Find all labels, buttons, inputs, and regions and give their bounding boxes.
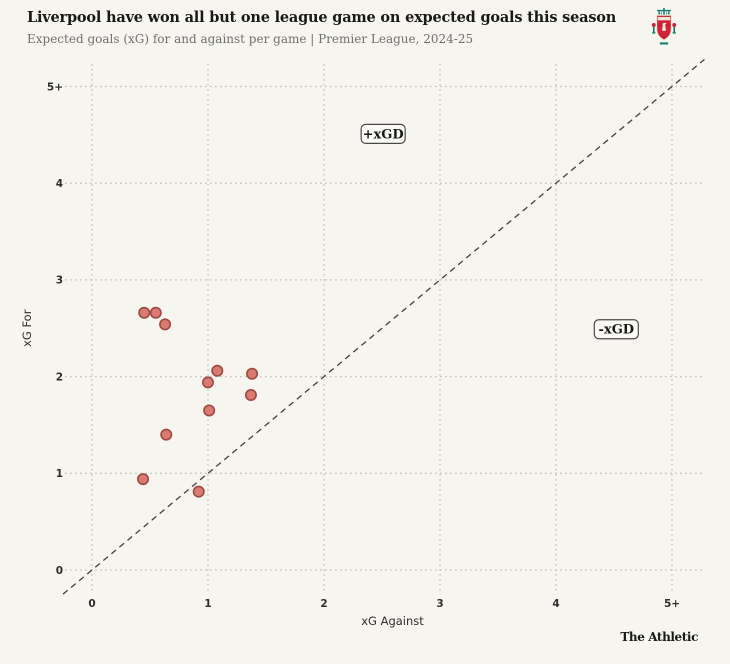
match-data-point: [160, 428, 173, 441]
x-tick-label: 5+: [664, 598, 680, 610]
x-tick-label: 2: [320, 598, 327, 610]
match-data-point: [149, 306, 162, 319]
match-data-point: [203, 404, 216, 417]
match-data-point: [202, 376, 215, 389]
y-tick-label: 1: [56, 468, 63, 480]
xgd-annotation-label: +xGD: [363, 127, 404, 142]
xgd-annotation-box: [593, 319, 639, 340]
x-tick-label: 3: [436, 598, 443, 610]
xgd-annotation-box: [360, 123, 406, 144]
match-data-point: [159, 318, 172, 331]
match-data-point: [211, 364, 224, 377]
chart-header: Liverpool have won all but one league ga…: [27, 9, 646, 46]
match-data-point: [246, 367, 259, 380]
chart-subtitle: Expected goals (xG) for and against per …: [27, 32, 474, 46]
y-tick-label: 4: [56, 178, 63, 190]
match-data-point: [192, 485, 205, 498]
match-data-point: [244, 388, 257, 401]
x-tick-label: 1: [204, 598, 211, 610]
liverpool-crest-icon: [651, 7, 677, 47]
xgd-annotation-label: -xGD: [599, 323, 635, 338]
x-axis-title: xG Against: [361, 614, 424, 628]
x-tick-label: 4: [552, 598, 559, 610]
match-data-point: [137, 473, 150, 486]
y-tick-label: 3: [56, 275, 63, 287]
equal-xg-reference-line: [62, 58, 705, 595]
y-tick-label: 5+: [47, 81, 63, 93]
match-data-point: [138, 306, 151, 319]
chart-title: Liverpool have won all but one league ga…: [27, 9, 617, 26]
y-axis-title: xG For: [20, 309, 34, 347]
x-tick-label: 0: [88, 598, 95, 610]
the-athletic-wordmark: The Athletic: [620, 630, 698, 644]
y-tick-label: 2: [56, 371, 63, 383]
y-tick-label: 0: [56, 565, 63, 577]
